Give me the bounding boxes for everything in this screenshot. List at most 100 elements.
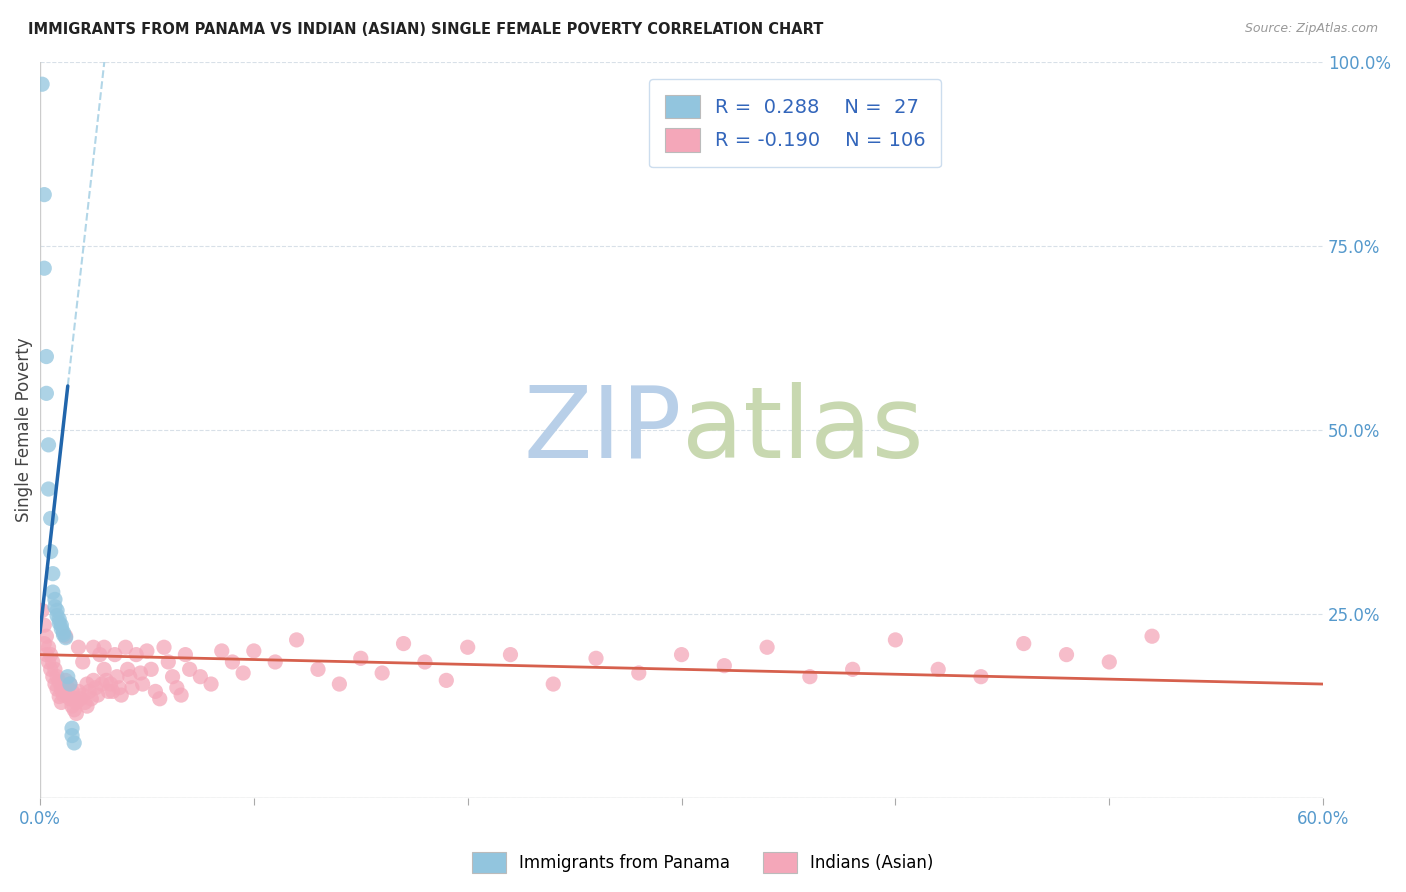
Point: [59, 691, 82, 706]
Point: [32, 187, 55, 202]
Point: [457, 640, 479, 655]
Legend: Immigrants from Panama, Indians (Asian): Immigrants from Panama, Indians (Asian): [465, 846, 941, 880]
Point: [35, 350, 58, 364]
Point: [328, 677, 350, 691]
Point: [884, 632, 907, 647]
Point: [39, 544, 62, 558]
Point: [970, 670, 993, 684]
Point: [55, 631, 77, 645]
Point: [55, 629, 77, 643]
Point: [125, 648, 148, 662]
Point: [756, 640, 779, 655]
Point: [39, 648, 62, 662]
Point: [121, 681, 143, 695]
Point: [65, 696, 87, 710]
Point: [56, 688, 79, 702]
Text: atlas: atlas: [682, 382, 924, 479]
Point: [1098, 655, 1121, 669]
Point: [60, 699, 83, 714]
Point: [46, 603, 69, 617]
Point: [89, 648, 111, 662]
Point: [72, 688, 94, 702]
Point: [927, 662, 949, 676]
Point: [42, 655, 65, 669]
Point: [46, 608, 69, 623]
Point: [162, 670, 184, 684]
Point: [179, 662, 201, 676]
Point: [285, 632, 308, 647]
Point: [585, 651, 607, 665]
Point: [38, 640, 60, 655]
Point: [166, 681, 188, 695]
Point: [65, 706, 87, 721]
Point: [1140, 629, 1163, 643]
Point: [35, 648, 58, 662]
Point: [1012, 636, 1035, 650]
Point: [221, 655, 243, 669]
Text: ZIP: ZIP: [523, 382, 682, 479]
Point: [56, 681, 79, 695]
Point: [200, 677, 222, 691]
Text: Source: ZipAtlas.com: Source: ZipAtlas.com: [1244, 22, 1378, 36]
Point: [190, 670, 212, 684]
Point: [627, 666, 650, 681]
Point: [67, 684, 90, 698]
Point: [51, 696, 73, 710]
Point: [350, 651, 373, 665]
Point: [51, 622, 73, 636]
Point: [264, 655, 287, 669]
Point: [117, 662, 139, 676]
Point: [52, 625, 75, 640]
Point: [38, 438, 60, 452]
Point: [69, 691, 91, 706]
Point: [93, 662, 115, 676]
Point: [39, 662, 62, 676]
Point: [59, 677, 82, 691]
Point: [93, 640, 115, 655]
Point: [46, 682, 69, 697]
Y-axis label: Single Female Poverty: Single Female Poverty: [15, 338, 32, 523]
Point: [38, 655, 60, 669]
Point: [149, 691, 172, 706]
Point: [131, 677, 153, 691]
Point: [104, 648, 127, 662]
Point: [42, 566, 65, 581]
Point: [32, 618, 55, 632]
Point: [76, 699, 98, 714]
Text: IMMIGRANTS FROM PANAMA VS INDIAN (ASIAN) SINGLE FEMALE POVERTY CORRELATION CHART: IMMIGRANTS FROM PANAMA VS INDIAN (ASIAN)…: [28, 22, 824, 37]
Point: [42, 585, 65, 599]
Point: [73, 696, 96, 710]
Point: [841, 662, 863, 676]
Point: [44, 592, 66, 607]
Point: [55, 673, 77, 688]
Point: [129, 666, 152, 681]
Point: [243, 644, 266, 658]
Point: [145, 684, 167, 698]
Point: [80, 691, 103, 706]
Point: [499, 648, 522, 662]
Point: [307, 662, 329, 676]
Point: [52, 688, 75, 702]
Point: [413, 655, 436, 669]
Point: [434, 673, 457, 688]
Point: [56, 670, 79, 684]
Point: [32, 261, 55, 276]
Point: [77, 684, 100, 698]
Point: [392, 636, 415, 650]
Point: [67, 640, 90, 655]
Point: [174, 648, 197, 662]
Point: [32, 636, 55, 650]
Point: [35, 386, 58, 401]
Point: [59, 677, 82, 691]
Point: [63, 703, 86, 717]
Point: [157, 655, 180, 669]
Point: [60, 684, 83, 698]
Point: [118, 670, 141, 684]
Point: [39, 511, 62, 525]
Point: [51, 618, 73, 632]
Point: [35, 629, 58, 643]
Point: [60, 729, 83, 743]
Point: [170, 688, 193, 702]
Point: [86, 688, 108, 702]
Point: [713, 658, 735, 673]
